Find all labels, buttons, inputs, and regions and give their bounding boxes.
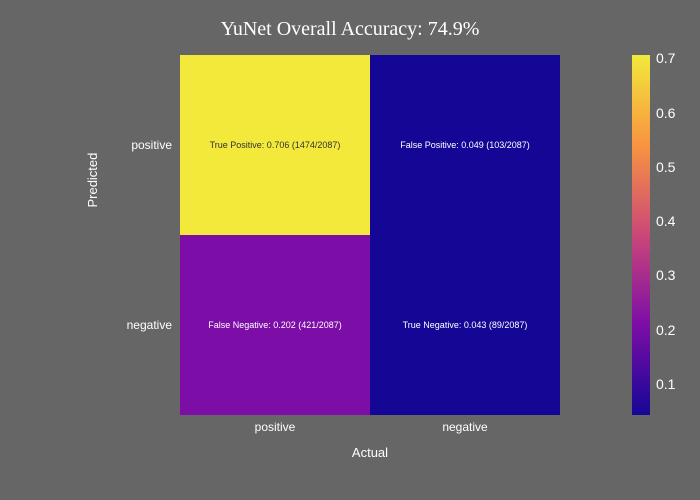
cbar-tick-3: 0.4 [656, 213, 675, 229]
cell-tp: True Positive: 0.706 (1474/2087) [180, 55, 370, 235]
xtick-negative: negative [442, 420, 487, 434]
confusion-matrix: True Positive: 0.706 (1474/2087) False P… [180, 55, 560, 415]
cbar-tick-2: 0.3 [656, 267, 675, 283]
colorbar: 0.1 0.2 0.3 0.4 0.5 0.6 0.7 [632, 55, 650, 415]
cbar-tick-5: 0.6 [656, 105, 675, 121]
cbar-tick-4: 0.5 [656, 159, 675, 175]
colorbar-gradient [632, 55, 650, 415]
cell-tn: True Negative: 0.043 (89/2087) [370, 235, 560, 415]
cell-fp: False Positive: 0.049 (103/2087) [370, 55, 560, 235]
x-axis-label: Actual [0, 445, 700, 460]
y-axis-label: Predicted [85, 153, 100, 208]
cbar-tick-0: 0.1 [656, 376, 675, 392]
cbar-tick-6: 0.7 [656, 50, 675, 66]
xtick-positive: positive [255, 420, 296, 434]
cbar-tick-1: 0.2 [656, 322, 675, 338]
chart-title: YuNet Overall Accuracy: 74.9% [0, 18, 700, 41]
ytick-positive: positive [131, 138, 172, 152]
cell-fn: False Negative: 0.202 (421/2087) [180, 235, 370, 415]
ytick-negative: negative [127, 318, 172, 332]
